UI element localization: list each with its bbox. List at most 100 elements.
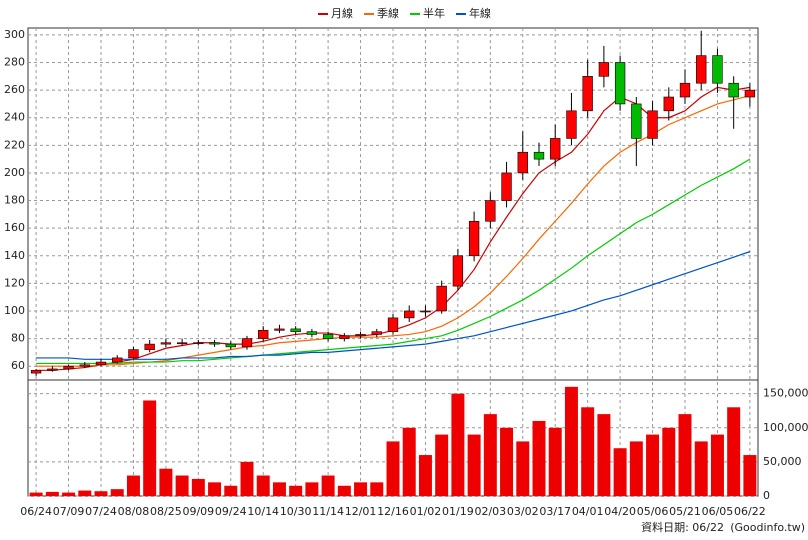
x-tick-label: 12/16 — [377, 505, 409, 518]
candle-body — [404, 310, 415, 319]
volume-bar — [678, 414, 692, 496]
volume-bar — [743, 455, 757, 496]
x-tick-label: 04/01 — [572, 505, 604, 518]
candle-body — [241, 338, 253, 348]
volume-bar — [402, 427, 416, 496]
candle-body — [631, 103, 642, 139]
x-tick-label: 10/30 — [280, 505, 312, 518]
candle-body — [306, 331, 318, 335]
ma-line — [36, 251, 751, 360]
volume-bar — [483, 414, 497, 496]
x-tick-label: 12/01 — [345, 505, 377, 518]
candle-body — [371, 331, 382, 335]
volume-bar — [613, 448, 627, 496]
volume-bar — [305, 482, 319, 496]
x-tick-label: 08/08 — [118, 505, 150, 518]
x-tick-label: 10/14 — [247, 505, 279, 518]
volume-bar — [386, 441, 400, 496]
volume-bar — [94, 491, 108, 496]
y-tick-label: 100 — [4, 304, 25, 317]
volume-bar — [581, 407, 595, 496]
volume-bar — [191, 478, 205, 496]
ma-line — [36, 158, 751, 365]
x-tick-label: 07/24 — [85, 505, 117, 518]
x-tick-label: 09/09 — [182, 505, 214, 518]
x-tick-label: 09/24 — [215, 505, 247, 518]
volume-bar — [45, 491, 59, 496]
candle-body — [258, 330, 269, 339]
x-tick-label: 06/05 — [702, 505, 734, 518]
y-tick-label: 200 — [4, 166, 25, 179]
y-tick-label: 120 — [4, 276, 25, 289]
x-tick-label: 08/25 — [150, 505, 182, 518]
volume-bar — [272, 482, 286, 496]
candle-body — [274, 328, 285, 331]
volume-bar — [29, 492, 43, 496]
volume-bar — [321, 475, 335, 496]
candle-body — [696, 55, 707, 84]
volume-bar — [597, 414, 611, 496]
volume-bar — [62, 492, 76, 496]
volume-bar — [694, 441, 708, 496]
candle-body — [712, 55, 723, 84]
y-tick-label: 80 — [11, 332, 25, 345]
x-tick-label: 05/21 — [669, 505, 701, 518]
volume-bar — [78, 490, 92, 496]
candle-body — [355, 334, 366, 337]
candle-body — [679, 82, 691, 98]
candle-body — [550, 138, 561, 160]
candle-body — [452, 255, 464, 287]
volume-bar — [289, 485, 303, 496]
candle-body — [468, 220, 480, 257]
volume-bar — [418, 455, 432, 496]
x-tick-label: 01/02 — [410, 505, 442, 518]
candle-body — [209, 342, 220, 345]
volume-bar — [662, 427, 676, 496]
x-tick-label: 01/19 — [442, 505, 474, 518]
candle-body — [339, 335, 350, 339]
volume-bar — [256, 475, 270, 496]
candle-body — [598, 62, 610, 77]
footer-date: 資料日期: 06/22 — [641, 520, 724, 534]
volume-bar — [240, 461, 254, 496]
x-tick-label: 06/24 — [20, 505, 52, 518]
legend-label: 年線 — [469, 6, 491, 20]
candle-body — [387, 317, 399, 332]
candle-body — [614, 62, 626, 105]
y-tick-label: 160 — [4, 221, 25, 234]
y-tick-label: 180 — [4, 194, 25, 207]
y2-tick-label: 0 — [763, 489, 770, 502]
x-tick-label: 06/22 — [734, 505, 766, 518]
volume-bar — [208, 482, 222, 496]
candle-body — [95, 361, 107, 366]
candle-body — [290, 328, 301, 332]
candle-body — [533, 151, 545, 160]
volume-bar — [548, 427, 562, 496]
volume-bar — [354, 482, 368, 496]
volume-bar — [143, 400, 157, 496]
y-tick-label: 280 — [4, 56, 25, 69]
legend-label: 月線 — [331, 6, 353, 20]
volume-bar — [110, 489, 124, 496]
candle-body — [436, 285, 447, 312]
legend-label: 季線 — [377, 6, 399, 20]
x-tick-label: 05/06 — [637, 505, 669, 518]
volume-bar — [126, 475, 140, 496]
candle-body — [47, 368, 58, 371]
volume-bar — [451, 393, 465, 496]
volume-bar — [629, 441, 643, 496]
x-tick-label: 07/09 — [53, 505, 85, 518]
candle-body — [582, 76, 593, 112]
candle-body — [160, 342, 172, 345]
candle-body — [144, 343, 155, 350]
y-tick-label: 220 — [4, 138, 25, 151]
volume-bar — [224, 485, 238, 496]
candle-body — [420, 310, 431, 313]
x-tick-label: 11/14 — [312, 505, 344, 518]
candle-body — [566, 110, 577, 139]
candle-body — [322, 334, 334, 339]
candle-body — [63, 365, 74, 370]
candle-body — [176, 342, 188, 345]
candle-body — [647, 110, 658, 139]
